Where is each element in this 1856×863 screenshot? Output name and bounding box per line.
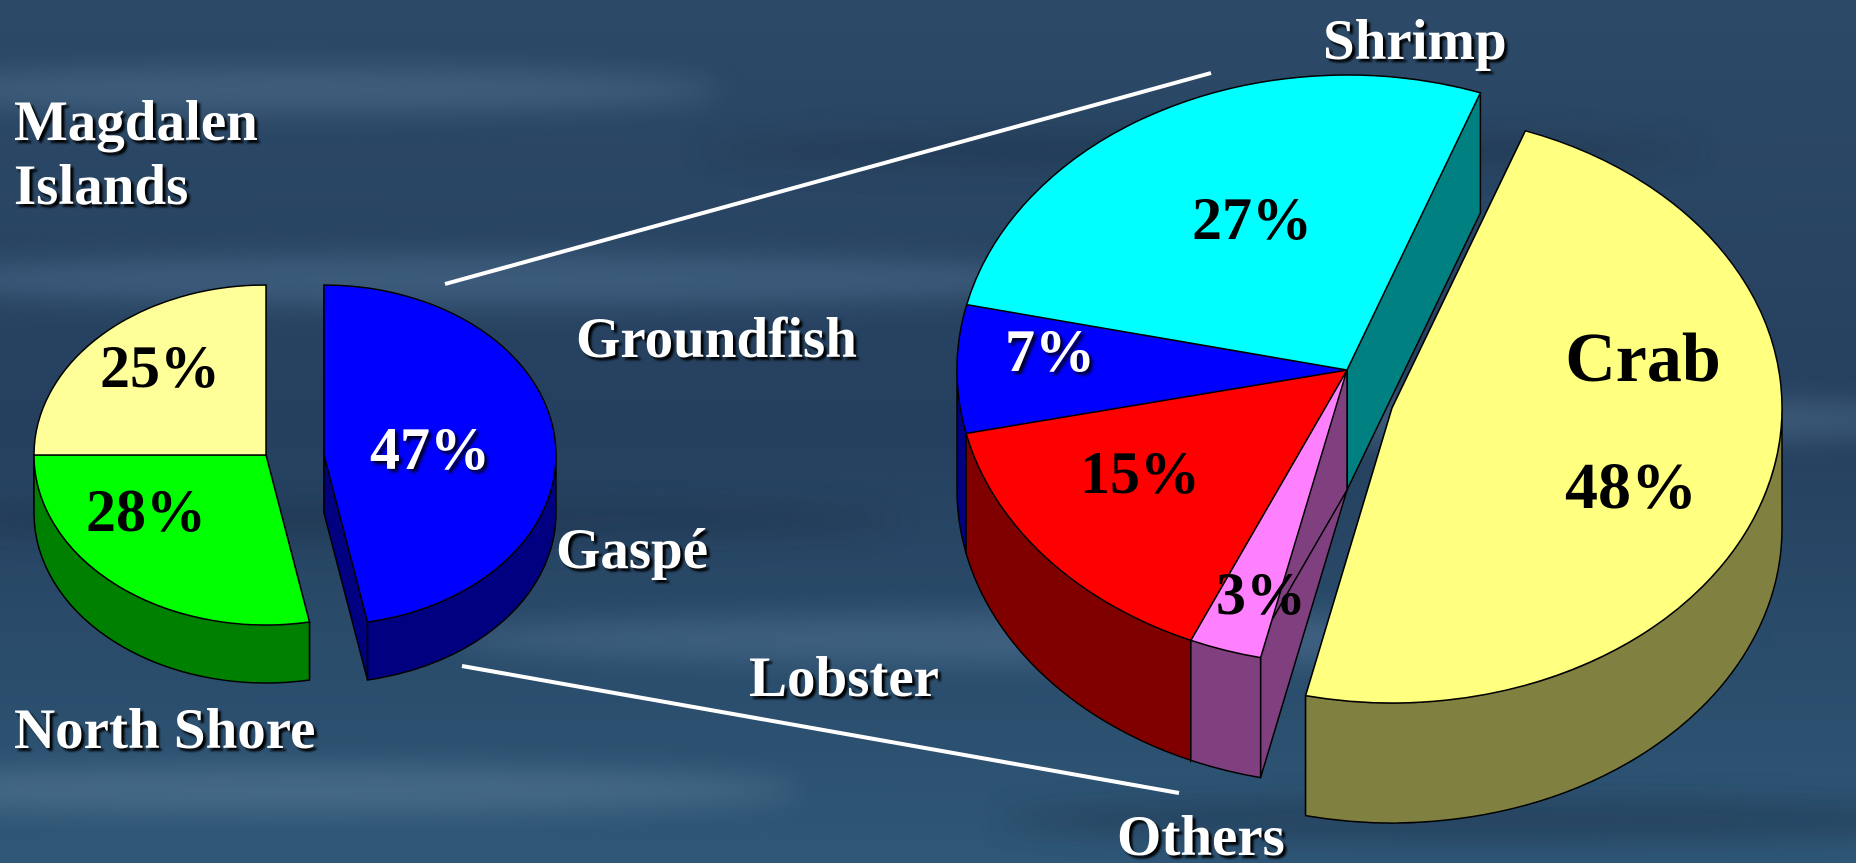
pie-slice: [33, 284, 267, 456]
category-label: Magdalen Islands: [14, 90, 258, 217]
pie-side-wall: [1190, 639, 1262, 779]
pie-slice: [956, 303, 1348, 435]
category-label: Lobster: [749, 646, 939, 709]
pie-slice: [965, 368, 1349, 642]
value-label: 15%: [1080, 440, 1200, 506]
category-label: Crab: [1565, 320, 1721, 397]
pie-slice: [323, 284, 557, 623]
pie-slice: [965, 74, 1482, 371]
value-label: 47%: [370, 416, 490, 482]
value-label: 3%: [1216, 561, 1306, 627]
pie-slice: [33, 454, 311, 626]
category-label: Shrimp: [1323, 9, 1507, 72]
value-label: 28%: [86, 478, 206, 544]
category-label: Groundfish: [576, 307, 857, 370]
pie-slice: [1304, 129, 1783, 704]
category-label: Gaspé: [556, 518, 709, 581]
connector-line: [461, 664, 1180, 795]
value-label: 48%: [1565, 450, 1697, 523]
value-label: 25%: [100, 334, 220, 400]
connector-line: [444, 71, 1212, 286]
value-label: 7%: [1005, 318, 1095, 384]
pie: [33, 284, 557, 684]
value-label: 27%: [1192, 186, 1312, 252]
category-label: North Shore: [14, 698, 316, 761]
pie: [956, 74, 1783, 824]
category-label: Others: [1117, 805, 1285, 863]
